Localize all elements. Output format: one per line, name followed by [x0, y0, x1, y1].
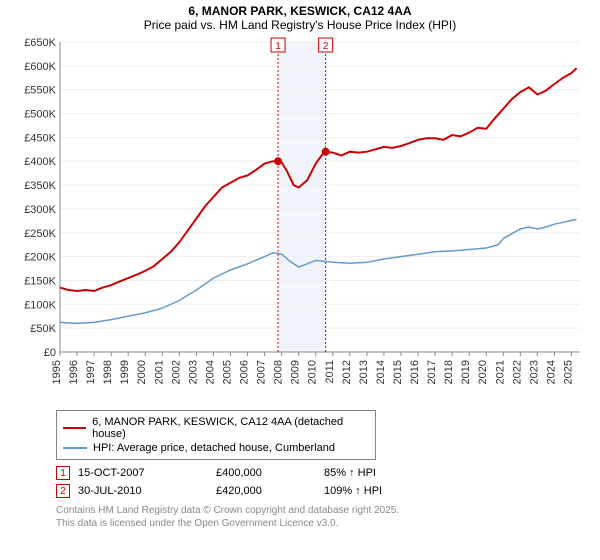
y-axis-label: £500K: [24, 109, 56, 121]
transaction-date: 30-JUL-2010: [78, 485, 208, 497]
y-axis-label: £600K: [24, 61, 56, 73]
y-axis-label: £0: [44, 347, 56, 359]
y-axis-label: £450K: [24, 132, 56, 144]
legend-item: 6, MANOR PARK, KESWICK, CA12 4AA (detach…: [63, 415, 369, 441]
y-axis-label: £50K: [30, 323, 56, 335]
chart-title-line1: 6, MANOR PARK, KESWICK, CA12 4AA: [0, 0, 600, 18]
x-axis-label: 2022: [511, 360, 523, 384]
marker-box-2: 2: [56, 484, 70, 498]
marker-box-1: 1: [56, 466, 70, 480]
legend-label: HPI: Average price, detached house, Cumb…: [93, 442, 335, 454]
x-axis-label: 2003: [187, 360, 199, 384]
transaction-pct: 109% ↑ HPI: [324, 485, 434, 497]
x-axis-label: 2021: [494, 360, 506, 384]
x-axis-label: 2024: [545, 360, 557, 384]
x-axis-label: 2006: [239, 360, 251, 384]
y-axis-label: £650K: [24, 37, 56, 49]
transaction-price: £400,000: [216, 467, 316, 479]
marker-label: 2: [323, 41, 329, 52]
x-axis-label: 2012: [341, 360, 353, 384]
footnote-line2: This data is licensed under the Open Gov…: [56, 517, 580, 530]
chart-svg: £0 £50K £100K £150K £200K £250K £300K £350K £400…: [10, 34, 590, 404]
marker-point: [322, 148, 330, 156]
x-axis-label: 2002: [170, 360, 182, 384]
legend-item: HPI: Average price, detached house, Cumb…: [63, 441, 369, 455]
legend-swatch-red: [63, 427, 86, 429]
x-axis-label: 2011: [324, 360, 336, 384]
x-axis-label: 2007: [256, 360, 268, 384]
legend-box: 6, MANOR PARK, KESWICK, CA12 4AA (detach…: [56, 410, 376, 460]
footnote: Contains HM Land Registry data © Crown c…: [56, 504, 580, 530]
x-axis-label: 1995: [51, 360, 63, 384]
x-axis-label: 1998: [102, 360, 114, 384]
x-axis-label: 2016: [409, 360, 421, 384]
x-axis-label: 2013: [358, 360, 370, 384]
y-axis-label: £200K: [24, 252, 56, 264]
footnote-line1: Contains HM Land Registry data © Crown c…: [56, 504, 580, 517]
transaction-pct: 85% ↑ HPI: [324, 467, 434, 479]
x-axis-label: 2015: [392, 360, 404, 384]
x-axis-label: 2020: [477, 360, 489, 384]
marker-point: [274, 157, 282, 165]
y-axis-label: £400K: [24, 156, 56, 168]
x-axis-label: 2019: [460, 360, 472, 384]
legend-label: 6, MANOR PARK, KESWICK, CA12 4AA (detach…: [92, 416, 369, 440]
chart-title-line2: Price paid vs. HM Land Registry's House …: [0, 18, 600, 34]
legend-swatch-blue: [63, 447, 87, 449]
x-axis-label: 2004: [204, 360, 216, 384]
x-axis-label: 2025: [562, 360, 574, 384]
x-axis-label: 2023: [528, 360, 540, 384]
x-axis-label: 2008: [273, 360, 285, 384]
transaction-rows: 1 15-OCT-2007 £400,000 85% ↑ HPI 2 30-JU…: [56, 464, 580, 500]
y-axis-label: £350K: [24, 180, 56, 192]
y-axis-label: £250K: [24, 228, 56, 240]
transaction-row: 2 30-JUL-2010 £420,000 109% ↑ HPI: [56, 482, 580, 500]
x-axis-label: 2009: [290, 360, 302, 384]
x-axis-label: 2014: [375, 360, 387, 384]
transaction-price: £420,000: [216, 485, 316, 497]
x-axis-label: 2010: [307, 360, 319, 384]
transaction-date: 15-OCT-2007: [78, 467, 208, 479]
y-axis-label: £150K: [24, 275, 56, 287]
y-axis-label: £100K: [24, 299, 56, 311]
x-axis-label: 2017: [426, 360, 438, 384]
x-axis-label: 1999: [119, 360, 131, 384]
marker-label: 1: [275, 41, 281, 52]
y-axis-label: £550K: [24, 85, 56, 97]
x-axis-label: 2005: [221, 360, 233, 384]
x-axis-label: 2018: [443, 360, 455, 384]
chart-area: £0 £50K £100K £150K £200K £250K £300K £350K £400…: [10, 34, 590, 404]
x-axis-label: 2000: [136, 360, 148, 384]
x-axis-label: 2001: [153, 360, 165, 384]
x-axis-label: 1996: [68, 360, 80, 384]
x-axis-label: 1997: [85, 360, 97, 384]
transaction-row: 1 15-OCT-2007 £400,000 85% ↑ HPI: [56, 464, 580, 482]
y-axis-label: £300K: [24, 204, 56, 216]
